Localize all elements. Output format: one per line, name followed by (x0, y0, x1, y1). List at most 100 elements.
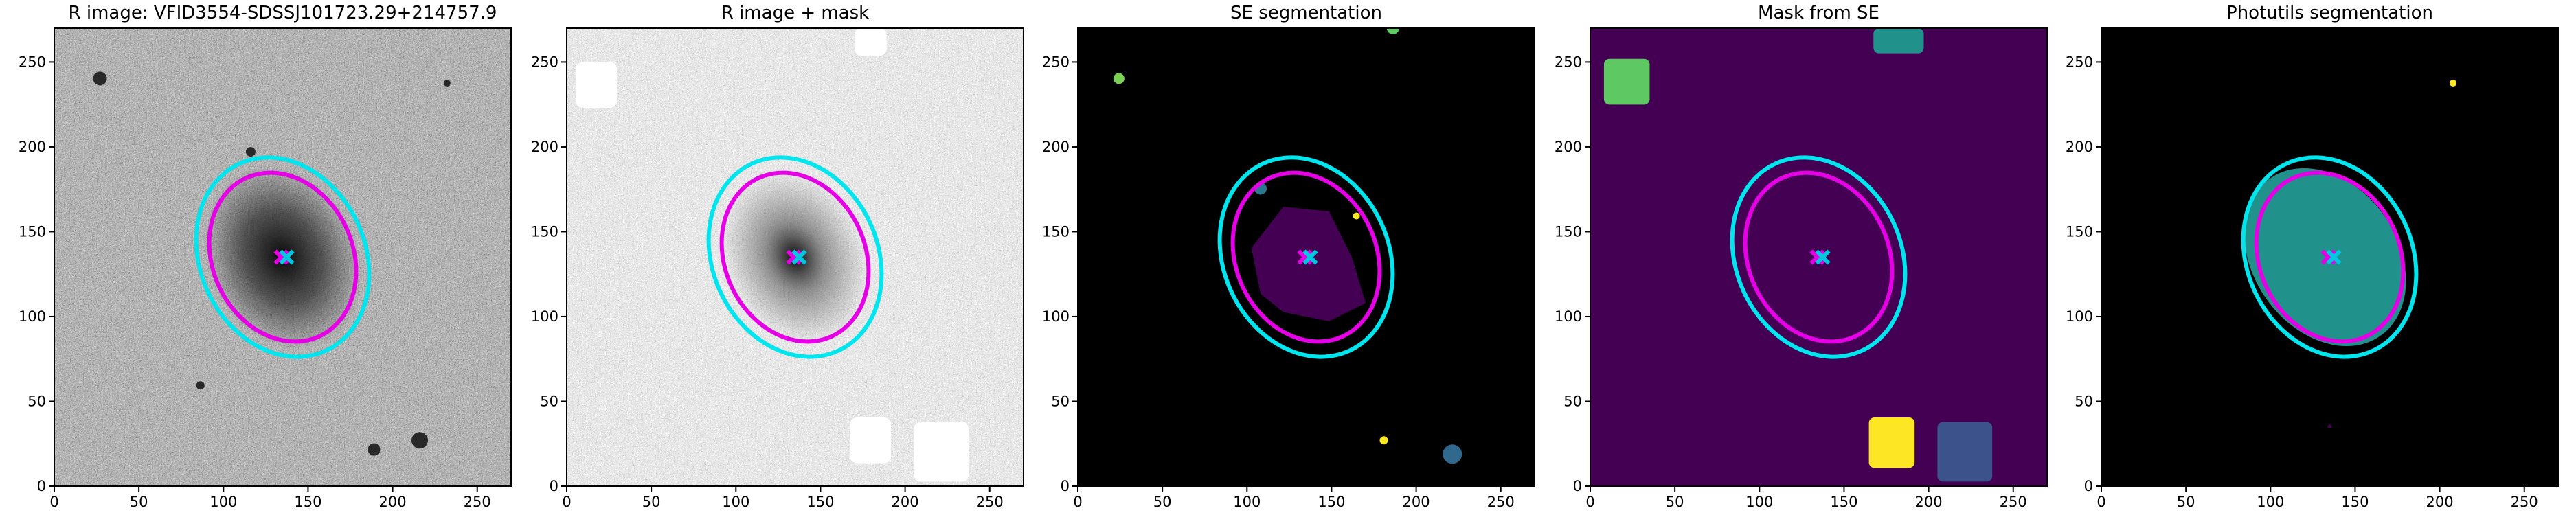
mask-region (850, 417, 892, 464)
segment (2244, 168, 2406, 347)
y-tick-label: 250 (2066, 54, 2093, 70)
star (196, 381, 205, 390)
center-marker (279, 249, 295, 265)
x-tick-label: 0 (49, 494, 58, 510)
center-marker (1815, 249, 1831, 265)
x-tick-label: 100 (1745, 494, 1773, 510)
axes-frame (566, 27, 1024, 487)
x-tick-label: 250 (2511, 494, 2538, 510)
y-tick-label: 100 (531, 308, 558, 325)
x-tick-label: 100 (2257, 494, 2284, 510)
panel: Mask from SE 0 50 100 150 200 250 0 50 100 150 200 2… (1555, 3, 2048, 510)
x-tick-label: 150 (2341, 494, 2369, 510)
y-tick-label: 250 (1042, 54, 1070, 70)
y-tick-label: 0 (550, 478, 558, 494)
x-tick-label: 200 (892, 494, 919, 510)
x-tick-label: 250 (976, 494, 1004, 510)
image (1590, 28, 2047, 486)
x-tick-label: 200 (1915, 494, 1943, 510)
mask-region (854, 28, 887, 56)
aperture-inner (2254, 170, 2406, 344)
y-tick-label: 0 (1573, 478, 1582, 494)
axes-frame (54, 27, 512, 487)
y-tick-label: 150 (531, 223, 558, 240)
segment (1353, 212, 1360, 220)
y-tick-label: 250 (19, 54, 46, 70)
aperture-inner (1743, 170, 1895, 344)
x-tick-label: 150 (806, 494, 834, 510)
mask-region (1937, 422, 1993, 482)
panel-title: SE segmentation (1230, 3, 1382, 23)
star (368, 443, 381, 456)
x-tick-label: 50 (642, 494, 661, 510)
panel-title: Photutils segmentation (2226, 3, 2433, 23)
x-tick-label: 250 (464, 494, 491, 510)
y-tick-label: 150 (1042, 223, 1070, 240)
star (411, 432, 428, 449)
aperture-inner (719, 170, 871, 344)
image (54, 28, 511, 486)
y-tick-label: 250 (1555, 54, 1582, 70)
x-tick-label: 150 (1830, 494, 1857, 510)
segment (1379, 436, 1388, 445)
x-tick-label: 0 (1585, 494, 1594, 510)
x-tick-label: 100 (722, 494, 749, 510)
panel-title: Mask from SE (1758, 3, 1879, 23)
y-tick-label: 0 (37, 478, 46, 494)
aperture-outer (706, 155, 884, 359)
image (2101, 28, 2558, 486)
y-tick-label: 200 (1042, 139, 1070, 155)
image (1078, 28, 1535, 486)
axes-frame (2101, 27, 2559, 487)
y-tick-label: 0 (1061, 478, 1070, 494)
panel: SE segmentation 0 50 100 150 200 250 0 50 100 150 2… (1042, 3, 1535, 510)
mask-region (576, 62, 618, 108)
axes-frame (1077, 27, 1535, 487)
y-tick-label: 50 (2075, 393, 2093, 409)
axes-frame (1590, 27, 2048, 487)
panel: R image + mask 0 50 100 150 200 250 0 50 100 150 20… (531, 3, 1024, 510)
y-tick-label: 100 (1042, 308, 1070, 325)
aperture-outer (1217, 155, 1395, 359)
x-tick-label: 150 (294, 494, 321, 510)
center-marker (791, 249, 807, 265)
y-tick-label: 200 (19, 139, 46, 155)
x-tick-label: 0 (562, 494, 571, 510)
x-tick-label: 0 (2097, 494, 2105, 510)
mask-region (914, 422, 969, 482)
star (93, 71, 107, 86)
y-tick-label: 150 (1555, 223, 1582, 240)
y-tick-label: 50 (27, 393, 46, 409)
panel-title: R image + mask (721, 3, 870, 23)
center-marker (1302, 249, 1318, 265)
y-tick-label: 250 (531, 54, 558, 70)
panel: Photutils segmentation 0 50 100 150 200 250 0 50… (2066, 3, 2559, 510)
star (443, 80, 451, 87)
x-tick-label: 150 (1318, 494, 1345, 510)
x-tick-label: 250 (1487, 494, 1515, 510)
x-tick-label: 50 (1666, 494, 1684, 510)
image (567, 28, 1024, 486)
segment (2327, 424, 2332, 429)
aperture-inner (207, 170, 359, 344)
y-tick-label: 200 (2066, 139, 2093, 155)
mask-region (1603, 58, 1650, 105)
segment (2450, 80, 2457, 87)
segment (1113, 73, 1125, 84)
mask-region (1868, 417, 1915, 468)
x-tick-label: 100 (1233, 494, 1261, 510)
y-tick-label: 50 (1051, 393, 1070, 409)
aperture-outer (194, 155, 372, 359)
y-tick-label: 150 (2066, 223, 2093, 240)
segment (1386, 28, 1399, 34)
y-tick-label: 200 (1555, 139, 1582, 155)
star (245, 147, 256, 157)
panel-title: R image: VFID3554-SDSSJ101723.29+214757.… (69, 3, 497, 23)
aperture-outer (2241, 155, 2419, 359)
y-tick-label: 0 (2084, 478, 2093, 494)
x-tick-label: 100 (210, 494, 237, 510)
x-tick-label: 0 (1073, 494, 1082, 510)
y-tick-label: 150 (19, 223, 46, 240)
